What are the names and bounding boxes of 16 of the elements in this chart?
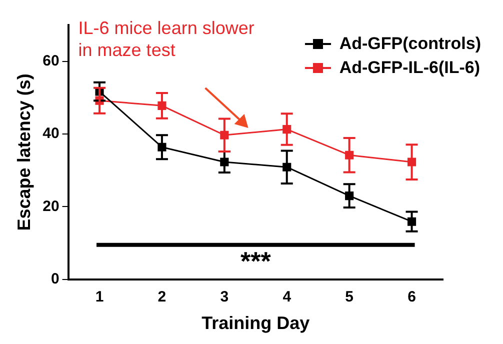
annotation: ***	[240, 246, 272, 276]
y-tick-label: 0	[50, 270, 60, 288]
y-tick-label: 60	[42, 52, 60, 70]
y-axis-title: Escape latency (s)	[14, 74, 34, 231]
annotation: IL-6 mice learn slower in maze test	[78, 18, 254, 60]
legend-label: Ad-GFP(controls)	[339, 33, 481, 55]
x-tick-label: 1	[95, 288, 104, 306]
legend-label: Ad-GFP-IL-6(IL-6)	[339, 57, 480, 79]
x-tick-label: 3	[220, 288, 229, 306]
x-axis-title: Training Day	[202, 313, 310, 334]
y-tick-label: 40	[42, 125, 60, 142]
x-tick-label: 4	[282, 288, 292, 306]
y-tick-label: 20	[42, 198, 60, 215]
x-tick-label: 5	[345, 288, 354, 306]
x-tick-label: 2	[158, 288, 166, 306]
x-tick-label: 6	[408, 288, 416, 306]
